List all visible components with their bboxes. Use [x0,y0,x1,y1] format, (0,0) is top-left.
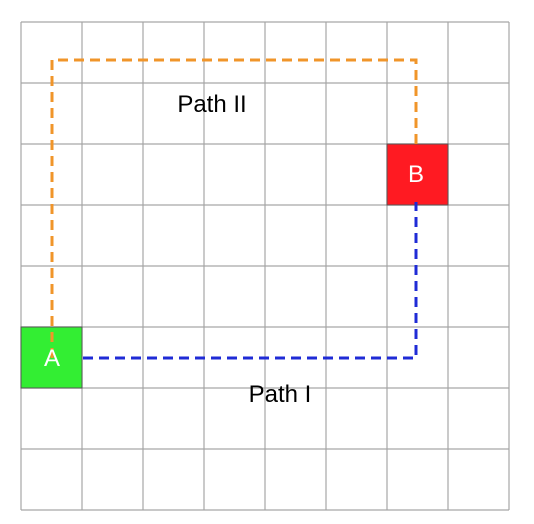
path-ii-line [50,58,418,358]
cell-a-label: A [44,345,60,372]
path-ii-label: Path II [177,91,246,118]
path-i-label: Path I [249,381,312,408]
cell-b-label: B [408,161,424,188]
grid [20,21,510,511]
path-i-line [83,202,418,360]
